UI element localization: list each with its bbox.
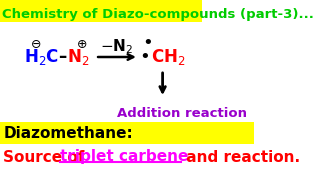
Text: Diazomethane:: Diazomethane: bbox=[3, 127, 133, 141]
Text: Source of: Source of bbox=[3, 150, 90, 165]
Text: ⊕: ⊕ bbox=[76, 37, 87, 51]
Text: and reaction.: and reaction. bbox=[181, 150, 300, 165]
Text: •: • bbox=[139, 48, 150, 66]
FancyBboxPatch shape bbox=[0, 122, 254, 144]
Text: triplet carbene: triplet carbene bbox=[60, 150, 189, 165]
FancyBboxPatch shape bbox=[0, 0, 202, 22]
Text: Chemistry of Diazo-compounds (part-3)...: Chemistry of Diazo-compounds (part-3)... bbox=[2, 8, 314, 21]
Text: $-$N$_2$: $-$N$_2$ bbox=[100, 38, 133, 56]
Text: Addition reaction: Addition reaction bbox=[117, 107, 247, 120]
Text: CH$_2$: CH$_2$ bbox=[151, 47, 185, 67]
Text: H$_2$C: H$_2$C bbox=[24, 47, 59, 67]
Text: –: – bbox=[58, 48, 66, 66]
Text: ⊖: ⊖ bbox=[31, 37, 42, 51]
Text: N$_2$: N$_2$ bbox=[67, 47, 90, 67]
Text: •: • bbox=[142, 34, 153, 52]
